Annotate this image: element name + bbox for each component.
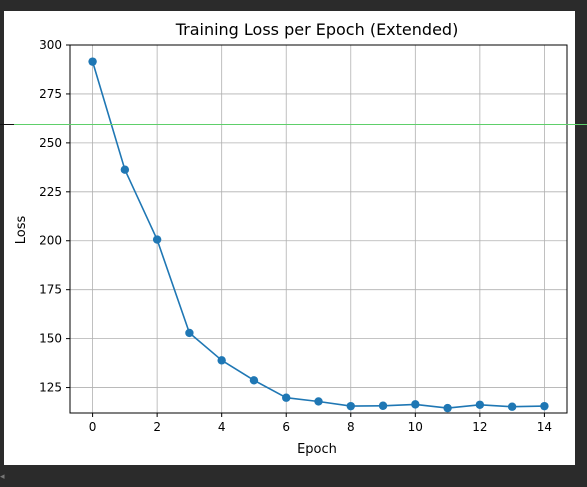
y-tick-label: 200 [39,234,62,248]
figure-canvas: Training Loss per Epoch (Extended) Epoch… [4,11,575,465]
y-tick-label: 250 [39,136,62,150]
window-edge-mark [0,124,14,125]
y-tick-label: 125 [39,381,62,395]
data-point [507,402,517,411]
data-point [282,393,291,402]
series-line [91,61,545,409]
plot-frame [69,44,568,414]
y-tick-label: 150 [39,332,62,346]
data-point [314,397,323,406]
data-point [540,401,549,411]
x-tick-label: 4 [218,420,226,434]
x-tick-label: 8 [347,420,355,434]
x-tick-label: 2 [153,420,161,434]
data-point [120,165,130,174]
x-tick-label: 12 [472,420,487,434]
y-tick-label: 300 [39,38,62,52]
data-point [152,235,162,244]
x-tick-label: 6 [282,420,290,434]
data-point [475,400,485,409]
y-tick-label: 275 [39,87,62,101]
scroll-left-arrow-icon[interactable]: ◂ [0,472,5,482]
data-point [411,400,420,409]
data-point [249,376,259,385]
horizontal-guide-line [0,124,587,125]
x-tick-label: 0 [89,420,97,434]
y-tick-label: 225 [39,185,62,199]
data-point [217,356,226,365]
data-point [443,403,452,413]
data-point [346,401,355,411]
x-tick-label: 14 [537,420,552,434]
data-point [378,401,388,410]
chart-title: Training Loss per Epoch (Extended) [175,20,459,39]
data-point [88,57,97,66]
line-chart: Training Loss per Epoch (Extended) Epoch… [14,20,568,457]
y-axis-label: Loss [14,216,29,245]
x-tick-label: 10 [408,420,423,434]
y-tick-label: 175 [39,283,62,297]
x-axis-label: Epoch [297,442,337,457]
data-point [185,328,194,338]
